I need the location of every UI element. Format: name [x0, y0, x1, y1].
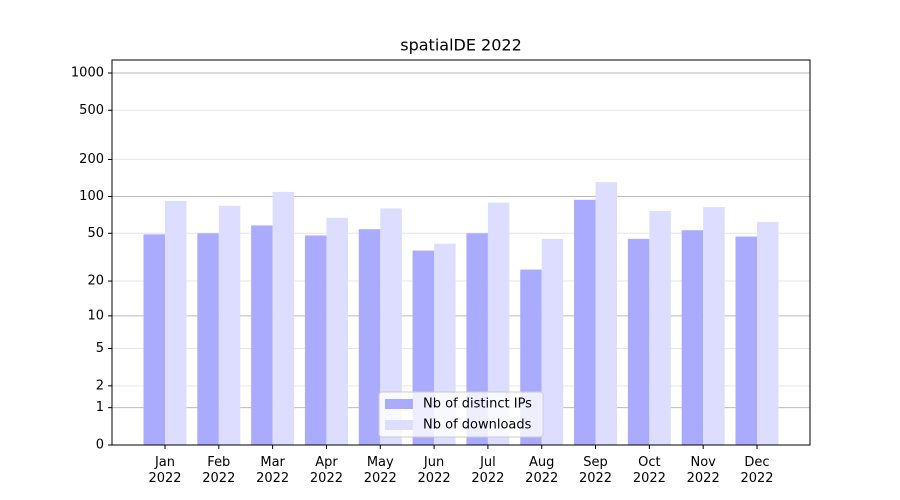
legend: Nb of distinct IPs Nb of downloads — [378, 391, 544, 438]
y-tick-label: 50 — [87, 226, 104, 241]
bar — [757, 221, 779, 445]
x-tick-label: Apr 2022 — [310, 455, 343, 486]
y-tick-label: 0 — [96, 438, 104, 453]
y-tick-label: 20 — [87, 274, 104, 289]
bar — [649, 211, 671, 445]
bar — [595, 182, 618, 445]
x-tick-label: Jun 2022 — [418, 455, 451, 486]
bar — [541, 238, 564, 445]
x-tick-label: Nov 2022 — [687, 455, 720, 486]
y-tick-label: 10 — [87, 308, 104, 323]
bar — [165, 200, 187, 445]
bar — [735, 236, 757, 445]
x-tick-label: Jul 2022 — [471, 455, 504, 486]
y-tick-label: 1000 — [71, 65, 104, 80]
bar — [251, 225, 273, 445]
y-tick-label: 5 — [96, 341, 104, 356]
x-tick-label: Sep 2022 — [579, 455, 612, 486]
bar — [681, 230, 704, 445]
x-tick-label: May 2022 — [364, 455, 397, 486]
x-tick-label: Aug 2022 — [525, 455, 558, 486]
y-tick-label: 200 — [79, 152, 104, 167]
bar — [380, 208, 402, 445]
x-tick-label: Dec 2022 — [740, 455, 773, 486]
legend-label: Nb of distinct IPs — [423, 397, 532, 412]
x-tick-label: Feb 2022 — [202, 455, 235, 486]
x-tick-label: Oct 2022 — [633, 455, 666, 486]
bar — [218, 205, 241, 445]
bar — [197, 233, 219, 445]
plot-frame — [111, 59, 811, 446]
legend-swatch — [385, 420, 413, 430]
bar — [304, 235, 327, 445]
y-tick-label: 500 — [79, 103, 104, 118]
legend-label: Nb of downloads — [423, 418, 532, 433]
bar — [574, 199, 596, 445]
bar — [143, 234, 165, 445]
bar — [326, 217, 348, 445]
y-tick-label: 2 — [96, 378, 104, 393]
legend-box — [378, 391, 544, 438]
bar — [358, 229, 381, 445]
bar — [703, 207, 725, 445]
y-tick-label: 100 — [79, 189, 104, 204]
chart-title: spatialDE 2022 — [400, 36, 522, 55]
bar — [627, 238, 650, 445]
y-tick-label: 1 — [96, 400, 104, 415]
legend-swatch — [385, 399, 413, 409]
bar — [487, 202, 510, 445]
bar — [272, 191, 295, 445]
x-tick-label: Jan 2022 — [148, 455, 181, 486]
x-tick-label: Mar 2022 — [256, 455, 289, 486]
